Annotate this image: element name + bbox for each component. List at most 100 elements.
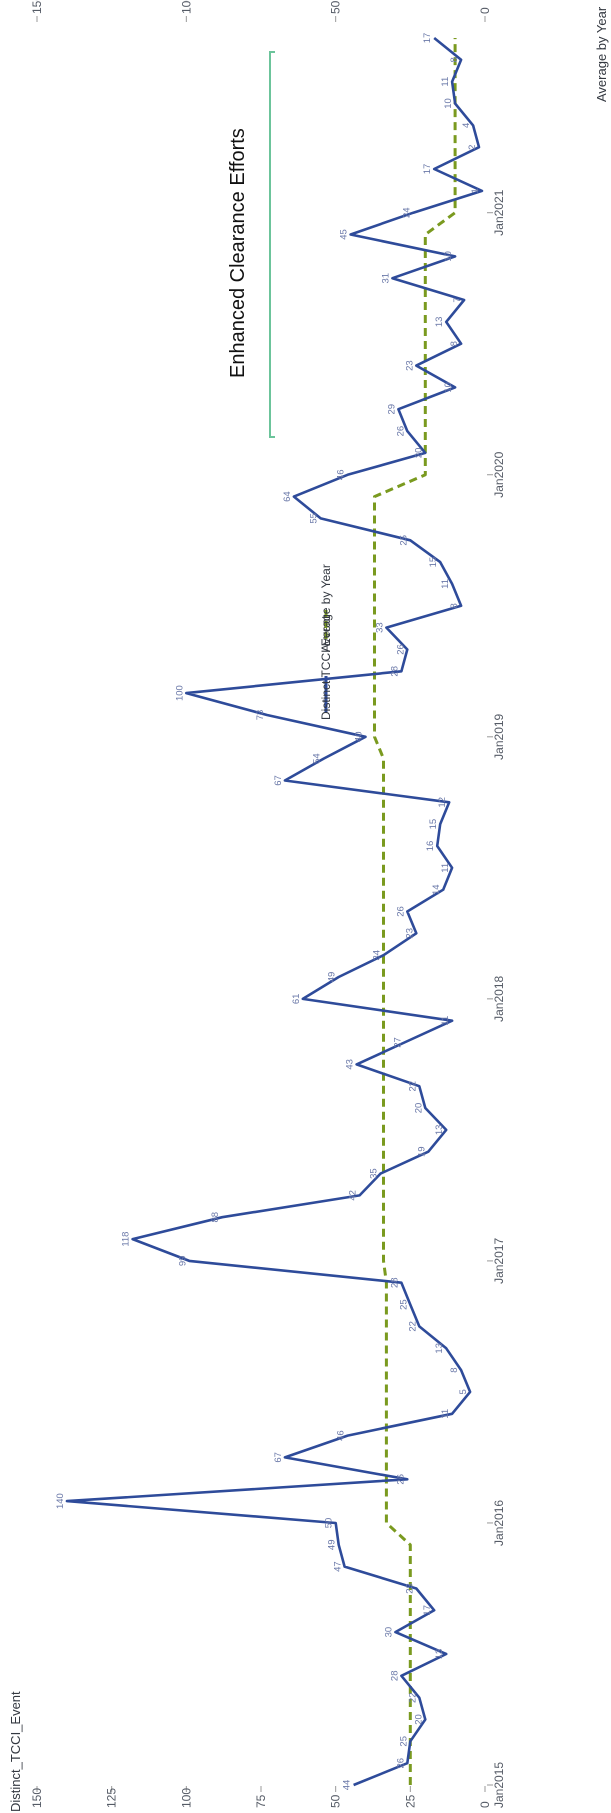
- data-label: 8: [449, 603, 460, 608]
- data-label: 26: [395, 1474, 406, 1485]
- data-label: 54: [312, 753, 323, 764]
- data-label: 1: [470, 188, 481, 193]
- y-right-tick-label: 50: [329, 0, 343, 14]
- data-label: 140: [55, 1493, 66, 1509]
- data-label: 19: [416, 1146, 427, 1157]
- data-label: 11: [440, 579, 451, 589]
- data-label: 47: [333, 1561, 344, 1572]
- x-tick-label: Jan2015: [492, 1762, 506, 1808]
- data-labels: 4426252022281330172347495014026674611581…: [55, 33, 481, 1791]
- y-left-tick-label: 0: [478, 1801, 492, 1808]
- y-right-tick-label: 0: [478, 7, 492, 14]
- data-label: 11: [440, 77, 451, 87]
- data-label: 15: [428, 819, 439, 830]
- data-label: 10: [443, 382, 454, 393]
- data-label: 49: [327, 1540, 338, 1551]
- y-left-tick-label: 25: [403, 1794, 417, 1808]
- data-label: 67: [273, 775, 284, 786]
- data-label: 23: [404, 928, 415, 939]
- data-label: 22: [407, 1081, 418, 1092]
- data-label: 23: [404, 1583, 415, 1594]
- data-label: 12: [437, 797, 448, 808]
- data-label: 43: [345, 1059, 356, 1070]
- data-label: 23: [404, 360, 415, 371]
- data-label: 25: [398, 1299, 409, 1310]
- data-label: 20: [413, 1714, 424, 1725]
- data-label: 13: [434, 1343, 445, 1354]
- data-label: 118: [121, 1232, 132, 1247]
- series-line-distinct: [65, 36, 484, 1787]
- x-tick-label: Jan2020: [492, 451, 506, 497]
- data-label: 100: [174, 685, 185, 701]
- data-label: 34: [372, 950, 383, 961]
- data-label: 22: [407, 1321, 418, 1332]
- data-label: 88: [210, 1212, 221, 1223]
- data-label: 2: [467, 145, 478, 150]
- data-label: 8: [449, 1367, 460, 1372]
- y-right-axis-title: Average by Year: [594, 6, 609, 102]
- data-label: 26: [395, 426, 406, 437]
- legend: Distinct TCCI Event Average by Year: [319, 564, 333, 720]
- data-label: 13: [434, 1649, 445, 1660]
- annotation: Enhanced Clearance Efforts: [227, 51, 275, 438]
- data-label: 17: [422, 33, 433, 44]
- data-label: 28: [389, 666, 400, 677]
- data-label: 11: [440, 863, 451, 873]
- y-left-tick-label: 50: [329, 1794, 343, 1808]
- y-left-tick-label: 150: [30, 1788, 44, 1808]
- x-tick-label: Jan2021: [492, 189, 506, 235]
- data-label: 64: [282, 491, 293, 502]
- data-label: 26: [395, 1758, 406, 1769]
- data-label: 11: [440, 1016, 451, 1026]
- data-label: 20: [413, 448, 424, 459]
- annotation-bracket: [269, 51, 275, 438]
- data-label: 11: [440, 1409, 451, 1419]
- data-label: 25: [398, 1736, 409, 1747]
- data-label: 28: [389, 1277, 400, 1288]
- data-label: 29: [386, 404, 397, 415]
- data-label: 61: [291, 994, 302, 1005]
- data-label: 15: [428, 557, 439, 568]
- data-label: 13: [434, 317, 445, 328]
- data-label: 5: [458, 1389, 469, 1394]
- data-label: 8: [449, 341, 460, 346]
- data-label: 31: [380, 273, 391, 284]
- data-label: 73: [255, 710, 266, 721]
- data-label: 46: [336, 1430, 347, 1441]
- data-label: 49: [327, 972, 338, 983]
- data-label: 7: [452, 297, 463, 302]
- data-label: 42: [348, 1190, 359, 1201]
- data-label: 35: [369, 1168, 380, 1179]
- data-label: 99: [177, 1256, 188, 1267]
- series-lines: [65, 36, 484, 1787]
- legend-label-distinct: Distinct TCCI Event: [319, 615, 333, 720]
- data-label: 10: [443, 98, 454, 109]
- x-tick-label: Jan2017: [492, 1238, 506, 1284]
- data-label: 33: [374, 622, 385, 633]
- data-label: 14: [431, 884, 442, 895]
- y-left-tick-label: 75: [254, 1794, 268, 1808]
- data-label: 67: [273, 1452, 284, 1463]
- data-label: 17: [422, 164, 433, 175]
- data-label: 46: [336, 470, 347, 481]
- data-label: 30: [383, 1627, 394, 1638]
- x-tick-label: Jan2016: [492, 1500, 506, 1546]
- data-label: 50: [324, 1518, 335, 1529]
- data-label: 40: [354, 732, 365, 743]
- data-label: 44: [342, 1780, 353, 1791]
- data-label: 8: [449, 57, 460, 62]
- legend-label-average: Average by Year: [319, 564, 333, 652]
- data-label: 27: [392, 1037, 403, 1048]
- data-label: 17: [422, 1605, 433, 1616]
- series-line-average: [373, 38, 457, 1785]
- data-label: 26: [395, 906, 406, 917]
- annotation-text: Enhanced Clearance Efforts: [227, 128, 249, 378]
- x-tick-label: Jan2018: [492, 976, 506, 1022]
- data-label: 4: [461, 123, 472, 128]
- data-label: 13: [434, 1125, 445, 1136]
- data-label: 55: [309, 513, 320, 524]
- x-tick-label: Jan2019: [492, 713, 506, 759]
- data-label: 26: [395, 644, 406, 655]
- y-left-axis-title: Distinct_TCCI_Event: [8, 1691, 23, 1812]
- data-label: 24: [401, 207, 412, 218]
